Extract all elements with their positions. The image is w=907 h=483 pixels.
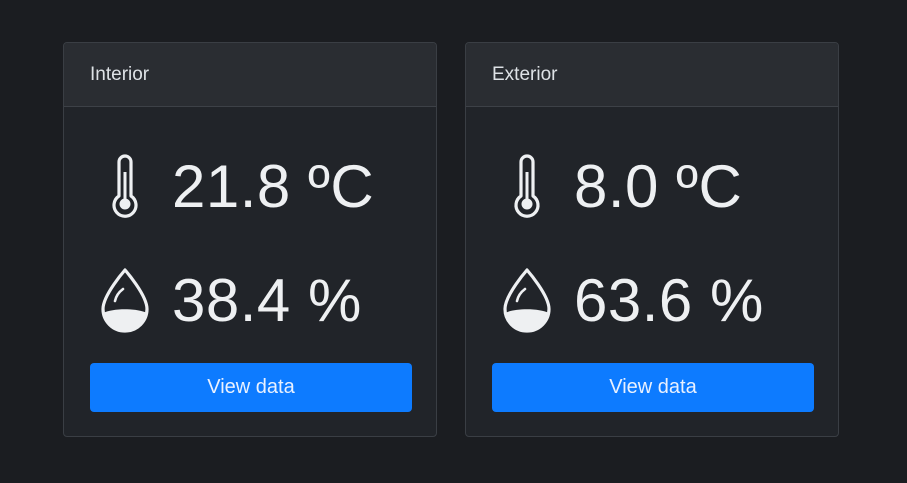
humidity-value: 38.4 % (172, 266, 362, 334)
temperature-value: 21.8 ºC (172, 152, 375, 220)
humidity-reading: 38.4 % (64, 265, 362, 335)
thermometer-icon (498, 154, 556, 218)
temperature-value: 8.0 ºC (574, 152, 743, 220)
temperature-reading: 21.8 ºC (64, 151, 374, 221)
water-drop-icon (96, 267, 154, 333)
card-body: 8.0 ºC 63.6 % View data (466, 107, 838, 436)
view-data-button[interactable]: View data (492, 363, 814, 412)
water-drop-icon (498, 267, 556, 333)
humidity-reading: 63.6 % (466, 265, 764, 335)
thermometer-icon (96, 154, 154, 218)
view-data-button[interactable]: View data (90, 363, 412, 412)
interior-card: Interior 21.8 ºC (63, 42, 437, 437)
card-body: 21.8 ºC 38.4 % View data (64, 107, 436, 436)
temperature-reading: 8.0 ºC (466, 151, 742, 221)
humidity-value: 63.6 % (574, 266, 764, 334)
exterior-card: Exterior 8.0 ºC (465, 42, 839, 437)
card-title: Interior (64, 43, 436, 107)
card-title: Exterior (466, 43, 838, 107)
